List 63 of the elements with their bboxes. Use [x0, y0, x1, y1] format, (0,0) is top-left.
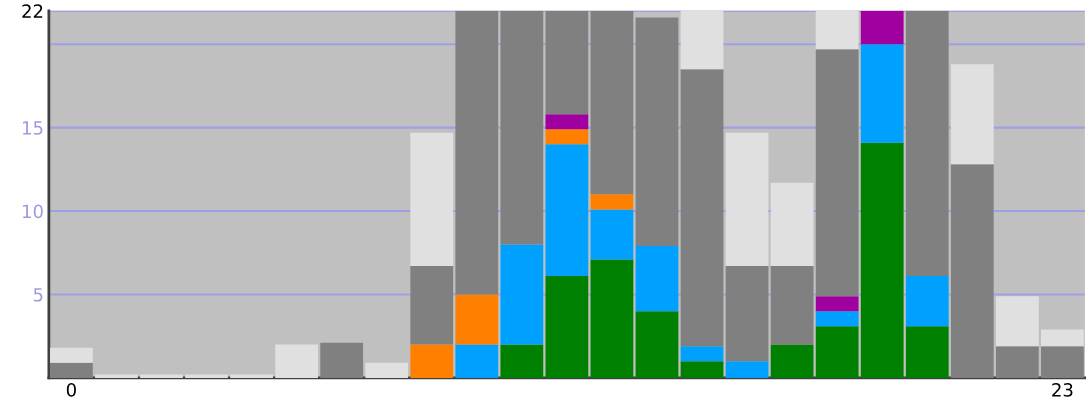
bar [545, 10, 589, 115]
bar [590, 259, 634, 378]
bar [725, 132, 769, 267]
bar [815, 326, 859, 378]
y-tick-label: 5 [33, 288, 43, 302]
bar [680, 361, 724, 378]
bar [320, 342, 364, 378]
bar [410, 266, 454, 345]
bar [680, 10, 724, 70]
bar [590, 10, 634, 195]
bar [680, 346, 724, 362]
bar [140, 374, 183, 378]
y-tick-label: 15 [23, 121, 43, 135]
bar [500, 244, 544, 345]
bar [230, 374, 273, 378]
bar [860, 10, 904, 45]
bar [815, 296, 859, 312]
bar [635, 246, 679, 312]
bar [905, 326, 949, 378]
bar [680, 69, 724, 347]
x-tick-label: 0 [66, 383, 76, 397]
bar [545, 276, 589, 378]
bar [1040, 329, 1084, 347]
y-tick-label: 10 [23, 204, 43, 219]
bar [185, 374, 228, 378]
bar [905, 10, 949, 277]
bar [545, 144, 589, 277]
bar [455, 10, 499, 295]
bar [455, 294, 499, 345]
bar [410, 344, 454, 378]
bar [860, 44, 904, 143]
x-tick-label: 23 [1052, 383, 1073, 397]
bar [860, 142, 904, 378]
bar [1040, 346, 1084, 378]
bar [815, 311, 859, 327]
y-tick-label: 22 [22, 4, 43, 18]
bar [635, 17, 679, 247]
bar [50, 347, 93, 363]
bar [950, 64, 994, 165]
bar [95, 374, 138, 378]
bar [635, 311, 679, 378]
bar [815, 10, 859, 50]
bar [455, 344, 499, 378]
bar [770, 344, 814, 378]
bar [545, 114, 589, 130]
bar [770, 266, 814, 345]
bar [725, 361, 769, 378]
bar [545, 129, 589, 145]
bar [815, 49, 859, 297]
bar [995, 346, 1039, 378]
bar [500, 10, 544, 245]
bar [770, 182, 814, 267]
bar [590, 209, 634, 260]
bar [50, 362, 93, 378]
bar [410, 132, 454, 267]
bar [995, 296, 1039, 347]
bar [590, 194, 634, 210]
bar [725, 266, 769, 362]
bar [365, 362, 409, 378]
bar [500, 344, 544, 378]
bar [275, 344, 319, 378]
bar [905, 276, 949, 327]
bar [950, 164, 994, 378]
